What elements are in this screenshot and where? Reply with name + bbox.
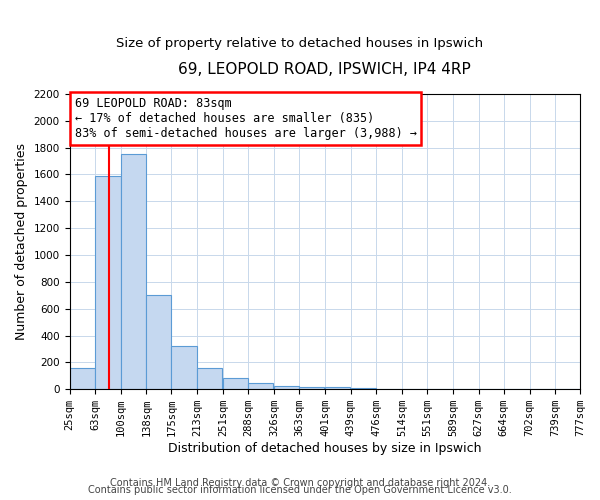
Bar	[146, 296, 172, 389]
Text: Size of property relative to detached houses in Ipswich: Size of property relative to detached ho…	[116, 38, 484, 51]
Bar	[70, 368, 95, 389]
Bar	[299, 386, 325, 389]
Bar	[172, 346, 197, 389]
Text: Contains public sector information licensed under the Open Government Licence v3: Contains public sector information licen…	[88, 485, 512, 495]
X-axis label: Distribution of detached houses by size in Ipswich: Distribution of detached houses by size …	[168, 442, 482, 455]
Bar	[121, 154, 146, 389]
Y-axis label: Number of detached properties: Number of detached properties	[15, 143, 28, 340]
Bar	[223, 378, 248, 389]
Bar	[197, 368, 223, 389]
Bar	[248, 382, 274, 389]
Title: 69, LEOPOLD ROAD, IPSWICH, IP4 4RP: 69, LEOPOLD ROAD, IPSWICH, IP4 4RP	[178, 62, 471, 78]
Bar	[351, 388, 376, 389]
Text: Contains HM Land Registry data © Crown copyright and database right 2024.: Contains HM Land Registry data © Crown c…	[110, 478, 490, 488]
Bar	[274, 386, 299, 389]
Bar	[325, 387, 350, 389]
Text: 69 LEOPOLD ROAD: 83sqm
← 17% of detached houses are smaller (835)
83% of semi-de: 69 LEOPOLD ROAD: 83sqm ← 17% of detached…	[74, 97, 416, 140]
Bar	[95, 176, 121, 389]
